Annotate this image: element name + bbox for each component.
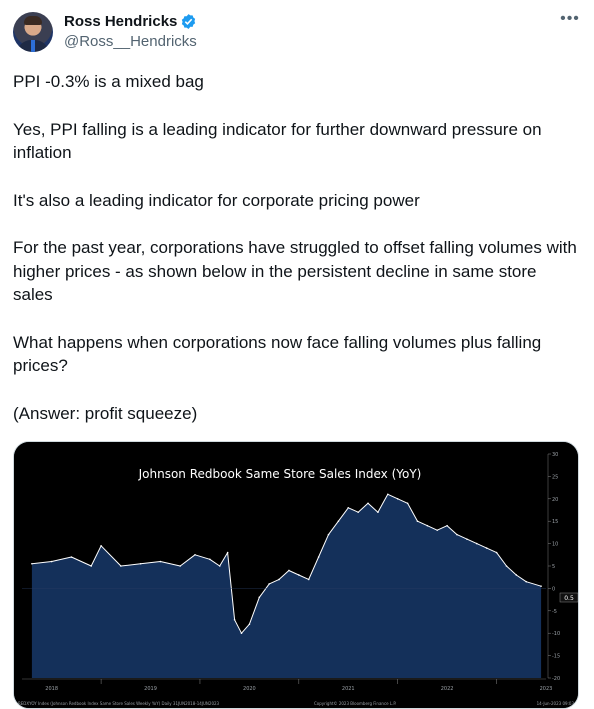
data-point [426,524,429,527]
data-point [100,545,102,547]
data-point [525,580,528,583]
data-point [258,596,261,599]
data-point [194,554,196,556]
data-point [278,578,280,581]
tweet-paragraph: For the past year, corporations have str… [13,238,582,304]
y-tick-label: -10 [552,631,560,637]
data-point [317,556,320,558]
y-tick-label: 30 [552,452,558,458]
avatar-tie [31,40,35,52]
chart-footer-center: Copyright© 2023 Bloomberg Finance L.P. [314,701,396,706]
data-point [495,551,498,554]
chart-footer-left: REDXYOY Index (Johnson Redbook Index Sam… [18,701,220,706]
data-point [240,632,243,634]
x-year-label: 2019 [144,686,157,692]
data-point [446,524,448,527]
data-point [416,520,419,522]
data-point [31,562,33,565]
data-point [226,551,229,554]
plot-area [22,493,546,678]
tweet-paragraph: (Answer: profit squeeze) [13,403,198,423]
data-point [209,558,211,561]
data-point [466,538,468,540]
data-point [357,511,359,514]
data-point [485,547,488,549]
data-point [347,506,350,509]
data-point [233,618,236,621]
y-tick-label: 0 [552,586,555,592]
data-point [387,493,389,496]
verified-badge-icon [181,14,196,29]
data-point [307,578,310,581]
data-point [475,542,478,545]
x-axis: 2018 2019 2020 2021 2022 2023 [22,678,553,692]
chart-footer-right: 14-Jun-2023 09:03 [537,701,575,706]
data-point [456,533,458,536]
x-year-label: 2018 [45,686,58,692]
x-year-label: 2021 [342,686,355,692]
data-point [327,533,330,536]
tweet-paragraph: PPI -0.3% is a mixed bag [13,72,204,91]
chart-image[interactable]: Johnson Redbook Same Store Sales Index (… [13,441,579,709]
more-horizontal-icon[interactable]: ••• [560,10,580,27]
data-point [337,520,340,522]
series-area [31,494,542,678]
data-point [367,502,369,505]
data-point [248,623,251,626]
y-tick-label: 10 [552,542,558,548]
data-point [70,556,73,558]
author-handle[interactable]: @Ross__Hendricks [64,33,197,50]
data-point [268,583,270,585]
y-tick-label: -20 [552,676,560,682]
x-year-label: 2023 [540,686,553,692]
last-value-label: 0.5 [564,595,574,602]
data-point [159,560,162,563]
tweet-paragraph: It's also a leading indicator for corpor… [13,190,420,210]
tweet-paragraph: Yes, PPI falling is a leading indicator … [13,119,547,163]
x-year-label: 2022 [441,686,454,692]
y-tick-label: 5 [552,564,555,570]
y-tick-label: -15 [552,654,560,660]
tweet-text: PPI -0.3% is a mixed bag Yes, PPI fallin… [13,70,579,449]
y-tick-label: 25 [552,474,558,480]
author-name[interactable]: Ross Hendricks [64,13,178,30]
tweet-paragraph: What happens when corporations now face … [13,332,546,376]
chart-svg: Johnson Redbook Same Store Sales Index (… [14,442,578,708]
data-point [505,565,508,567]
data-point [218,565,221,567]
y-tick-label: 15 [552,519,558,525]
chart-title: Johnson Redbook Same Store Sales Index (… [138,467,422,481]
x-year-label: 2020 [243,686,256,692]
data-point [139,562,142,565]
data-point [288,569,290,572]
data-point [179,565,181,567]
data-point [90,565,93,567]
data-point [540,585,542,587]
data-point [515,574,518,576]
data-point [406,502,409,505]
y-tick-label: 20 [552,497,558,503]
last-value-box [559,592,578,603]
data-point [298,574,300,576]
avatar[interactable] [13,12,53,52]
avatar-hair [24,16,42,25]
data-point [396,498,399,500]
data-point [377,511,379,514]
data-point [50,560,53,563]
y-tick-label: -5 [552,609,557,615]
data-point [436,529,439,531]
data-point [120,565,122,567]
y-axis: 30 25 20 15 10 5 0 -5 -10 -15 -20 [547,452,560,682]
